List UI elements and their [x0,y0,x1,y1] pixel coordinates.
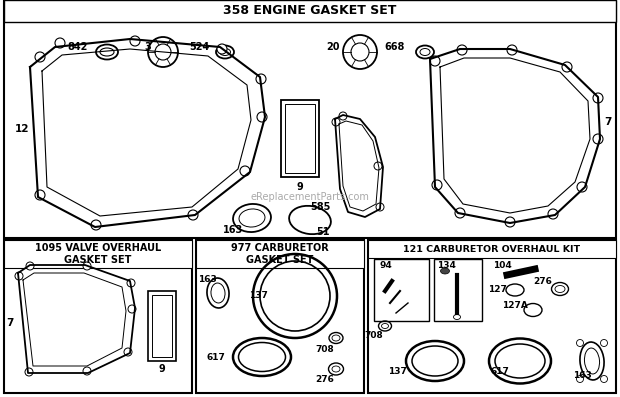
Text: 9: 9 [159,364,166,374]
Circle shape [577,339,583,347]
Circle shape [376,203,384,211]
Text: 121 CARBURETOR OVERHAUL KIT: 121 CARBURETOR OVERHAUL KIT [404,245,580,254]
Text: 7: 7 [604,117,612,127]
Circle shape [593,134,603,144]
Circle shape [83,262,91,270]
Circle shape [55,38,65,48]
Bar [4,0,616,238]
Text: 7: 7 [6,318,14,328]
Text: 51: 51 [316,227,330,237]
Circle shape [601,339,608,347]
Circle shape [25,368,33,376]
Text: 137: 137 [388,366,407,376]
Text: 3: 3 [144,42,151,52]
Ellipse shape [440,268,450,274]
Circle shape [430,56,440,66]
Text: 524: 524 [190,42,210,52]
Bar [148,291,176,361]
Bar [434,259,482,321]
Text: 668: 668 [384,42,405,52]
Circle shape [601,376,608,382]
Text: 9: 9 [296,182,303,192]
Text: 163: 163 [223,225,243,235]
Text: 137: 137 [249,291,267,301]
Circle shape [455,208,465,218]
Text: 842: 842 [68,42,88,52]
Text: 104: 104 [493,260,512,270]
Bar [368,240,616,258]
Circle shape [593,93,603,103]
Text: 20: 20 [327,42,340,52]
Bar [4,240,192,393]
Text: 977 CARBURETOR
GASKET SET: 977 CARBURETOR GASKET SET [231,243,329,265]
Circle shape [577,376,583,382]
Text: 127A: 127A [502,301,528,310]
Circle shape [127,279,135,287]
Circle shape [257,112,267,122]
Bar [4,0,616,22]
Text: 163: 163 [198,276,216,285]
Text: 94: 94 [380,262,392,270]
Text: 276: 276 [534,276,552,285]
Circle shape [124,348,132,356]
Text: 708: 708 [365,330,383,339]
Bar [285,104,315,173]
Text: 585: 585 [310,202,330,212]
Circle shape [188,210,198,220]
Circle shape [26,262,34,270]
Bar [152,295,172,357]
Bar [368,240,616,393]
Text: 708: 708 [316,345,334,353]
Circle shape [374,162,382,170]
Circle shape [432,180,442,190]
Text: 12: 12 [15,124,29,134]
Ellipse shape [453,314,461,320]
Text: 358 ENGINE GASKET SET: 358 ENGINE GASKET SET [223,4,397,17]
Text: 134: 134 [437,262,456,270]
Text: 617: 617 [490,366,510,376]
Text: 276: 276 [316,374,334,384]
Circle shape [256,74,266,84]
Circle shape [15,272,23,280]
Circle shape [128,305,136,313]
Circle shape [507,45,517,55]
Circle shape [240,166,250,176]
Circle shape [457,45,467,55]
Circle shape [130,36,140,46]
Circle shape [548,209,558,219]
Circle shape [83,367,91,375]
Bar [196,240,364,268]
Bar [4,240,192,268]
Text: 1095 VALVE OVERHAUL
GASKET SET: 1095 VALVE OVERHAUL GASKET SET [35,243,161,265]
Circle shape [91,220,101,230]
Circle shape [505,217,515,227]
Text: 163: 163 [573,370,591,380]
Circle shape [339,112,347,120]
Circle shape [35,52,45,62]
Bar [374,259,429,321]
Text: eReplacementParts.com: eReplacementParts.com [250,192,370,202]
Text: 127: 127 [487,285,507,295]
Circle shape [562,62,572,72]
Circle shape [217,44,227,54]
Bar [196,240,364,393]
Circle shape [577,182,587,192]
Circle shape [35,190,45,200]
Circle shape [332,118,340,126]
Bar [281,100,319,177]
Text: 617: 617 [206,353,226,362]
